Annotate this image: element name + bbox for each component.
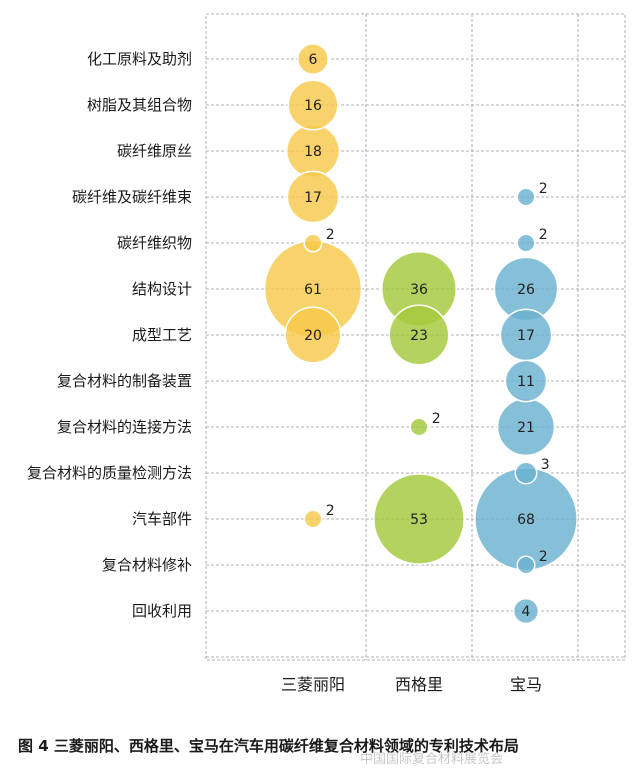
bubble [286,170,340,224]
x-tick-label: 三菱丽阳 [281,675,345,694]
y-tick-label: 复合材料的质量检测方法 [27,464,192,482]
bubble-value-label: 2 [432,411,441,427]
y-tick-label: 回收利用 [132,602,192,620]
y-tick-label: 碳纤维织物 [117,234,192,252]
bubble-value-label: 2 [326,503,335,519]
bubble-value-label: 4 [522,604,531,620]
bubble [284,306,342,364]
y-tick-label: 成型工艺 [132,326,192,344]
bubble-value-label: 2 [539,181,548,197]
x-tick-label: 宝马 [510,675,542,694]
watermark-text: 中国国际复合材料展览会 [360,752,504,767]
bubble-value-label: 17 [517,328,535,344]
bubble-value-label: 2 [326,227,335,243]
bubble-value-label: 61 [304,282,322,298]
bubble-value-label: 36 [410,282,428,298]
bubble [287,79,339,131]
bubble [373,473,465,565]
bubble [388,304,450,366]
bubble-value-label: 26 [517,282,535,298]
bubble-value-label: 68 [517,512,535,528]
bubble [516,233,536,253]
bubble-value-label: 3 [541,457,550,473]
grid [205,13,626,661]
plot-frame [205,13,626,661]
y-tick-label: 结构设计 [132,280,192,298]
bubble [516,555,536,575]
bubble [504,359,548,403]
bubble [512,597,540,625]
bubble-value-label: 53 [410,512,428,528]
x-axis-labels: 三菱丽阳 西格里 宝马 [281,675,542,694]
bubble-value-label: 21 [517,420,535,436]
y-tick-label: 汽车部件 [132,510,192,528]
bubble [297,43,329,75]
y-tick-label: 树脂及其组合物 [87,96,192,114]
bubble [516,187,536,207]
y-axis-labels: 化工原料及助剂树脂及其组合物碳纤维原丝碳纤维及碳纤维束碳纤维织物结构设计成型工艺… [27,50,192,620]
bubble [303,233,323,253]
bubble-value-label: 17 [304,190,322,206]
bubble [514,461,538,485]
bubble [409,417,429,437]
x-tick-label: 西格里 [395,675,443,694]
bubble-value-label: 18 [304,144,322,160]
y-tick-label: 复合材料修补 [102,556,192,574]
bubble-value-label: 6 [309,52,318,68]
y-tick-label: 复合材料的连接方法 [57,418,192,436]
bubble-value-label: 23 [410,328,428,344]
bubble [303,509,323,529]
bubble-value-label: 2 [539,227,548,243]
bubble-value-label: 16 [304,98,322,114]
chart-caption: 图 4 三菱丽阳、西格里、宝马在汽车用碳纤维复合材料领域的专利技术布局 [18,737,519,755]
bubble-value-labels: 6 16 18 17 2 61 20 2 36 23 2 53 2 2 26 17 11 21 3 68 2 4 [304,52,550,620]
y-tick-label: 碳纤维及碳纤维束 [72,188,192,206]
y-tick-label: 复合材料的制备装置 [57,372,192,390]
bubble-value-label: 11 [517,374,535,390]
y-tick-label: 化工原料及助剂 [87,50,192,68]
bubble-value-label: 20 [304,328,322,344]
bubble-value-label: 2 [539,549,548,565]
bubbles [263,43,578,625]
y-tick-label: 碳纤维原丝 [117,142,192,160]
